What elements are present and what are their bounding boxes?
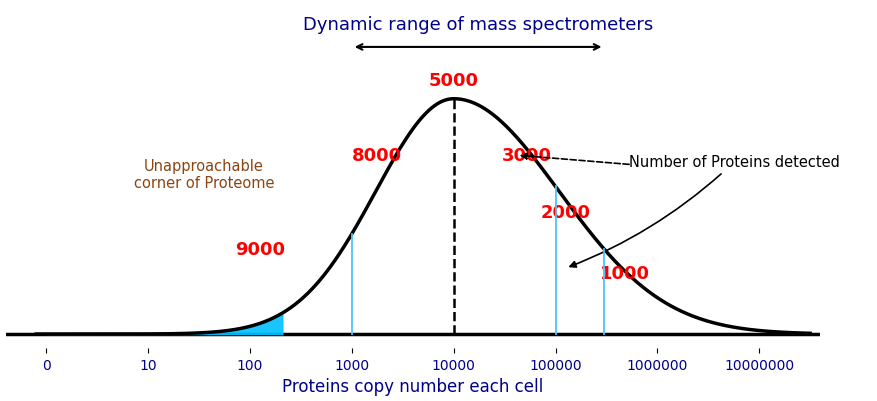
Text: 1000: 1000 [600, 264, 650, 282]
Text: 2000: 2000 [541, 203, 591, 221]
Text: Number of Proteins detected: Number of Proteins detected [570, 155, 839, 267]
Text: 8000: 8000 [353, 147, 403, 165]
X-axis label: Proteins copy number each cell: Proteins copy number each cell [282, 377, 544, 395]
Text: 9000: 9000 [235, 241, 285, 259]
Text: 3000: 3000 [502, 147, 552, 165]
Text: Dynamic range of mass spectrometers: Dynamic range of mass spectrometers [303, 16, 653, 34]
Text: 5000: 5000 [429, 72, 479, 90]
Text: Unapproachable
corner of Proteome: Unapproachable corner of Proteome [134, 158, 275, 191]
